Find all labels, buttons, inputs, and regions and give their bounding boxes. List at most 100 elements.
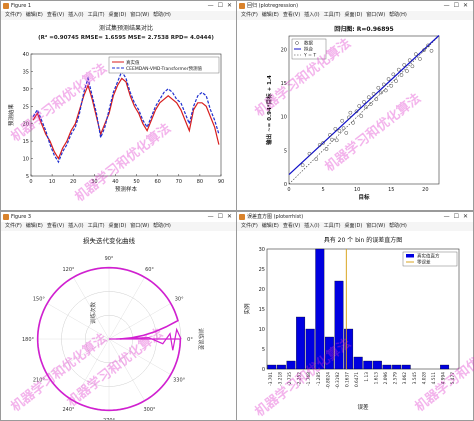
menu-edit[interactable]: 编辑(E)	[261, 12, 279, 18]
data-point	[364, 105, 368, 110]
angle-tick-label: 120°	[62, 267, 75, 273]
data-point	[422, 48, 426, 52]
chart-title: 具有 20 个 bin 的误差直方图	[324, 236, 403, 244]
menu-help[interactable]: 帮助(H)	[389, 223, 407, 229]
data-point	[407, 58, 412, 63]
menu-help[interactable]: 帮助(H)	[153, 12, 171, 18]
histogram-bar	[440, 364, 450, 370]
identity-line	[288, 35, 440, 185]
angle-tick-label: 0°	[187, 337, 193, 343]
data-point	[376, 85, 381, 90]
figure1-titlebar[interactable]: Figure 1 —☐✕	[1, 1, 237, 11]
x-tick-label: 4.028	[421, 372, 427, 385]
data-point	[341, 126, 346, 131]
histogram-bar	[305, 328, 315, 370]
x-tick-label: 10	[354, 187, 360, 193]
menu-view[interactable]: 查看(V)	[46, 12, 65, 18]
menu-insert[interactable]: 插入(I)	[304, 12, 320, 18]
window-controls[interactable]: —☐✕	[207, 213, 236, 220]
menu-desktop[interactable]: 桌面(D)	[344, 12, 363, 18]
menu-desktop[interactable]: 桌面(D)	[108, 12, 127, 18]
data-point	[340, 118, 345, 123]
histogram-bar	[267, 364, 277, 370]
menu-edit[interactable]: 编辑(E)	[25, 223, 43, 229]
angle-tick-label: 150°	[33, 297, 46, 303]
menu-edit[interactable]: 编辑(E)	[25, 12, 43, 18]
x-axis-label: 误差	[357, 403, 369, 411]
angle-tick-label: 60°	[145, 267, 154, 273]
x-tick-label: 0	[287, 187, 290, 193]
figure2-title: 回归 (plotregression)	[247, 3, 299, 9]
histogram-bar	[363, 360, 373, 370]
menu-window[interactable]: 窗口(W)	[130, 223, 150, 229]
window-controls[interactable]: —☐✕	[207, 2, 236, 9]
menu-window[interactable]: 窗口(W)	[366, 223, 386, 229]
menu-insert[interactable]: 插入(I)	[68, 12, 84, 18]
menu-help[interactable]: 帮助(H)	[153, 223, 171, 229]
menu-view[interactable]: 查看(V)	[282, 223, 301, 229]
menu-view[interactable]: 查看(V)	[282, 12, 301, 18]
menu-file[interactable]: 文件(F)	[5, 223, 22, 229]
histogram-bar	[353, 356, 363, 370]
x-tick-label: 50	[133, 179, 139, 185]
x-tick-label: -3.218	[277, 372, 283, 386]
menu-desktop[interactable]: 桌面(D)	[108, 223, 127, 229]
figure1-menubar: 文件(F) 编辑(E) 查看(V) 插入(I) 工具(T) 桌面(D) 窗口(W) 帮助(H)	[1, 11, 237, 20]
data-point	[394, 79, 398, 83]
x-tick-label: -3.701	[268, 372, 274, 386]
menu-file[interactable]: 文件(F)	[241, 12, 258, 18]
menu-help[interactable]: 帮助(H)	[389, 12, 407, 18]
plot-frame	[266, 248, 460, 370]
window-controls[interactable]: —☐✕	[443, 213, 472, 220]
y-tick-label: 25	[259, 267, 265, 273]
data-point	[368, 102, 373, 106]
menu-tools[interactable]: 工具(T)	[87, 223, 105, 229]
data-point	[333, 126, 338, 131]
figure4-window: 误差直方图 (ploterrhist) —☐✕ 文件(F) 编辑(E) 查看(V) 插…	[236, 211, 474, 421]
data-point	[351, 120, 355, 125]
figure2-titlebar[interactable]: 回归 (plotregression) —☐✕	[237, 1, 473, 11]
menu-window[interactable]: 窗口(W)	[366, 12, 386, 18]
figure3-canvas: 损失迭代变化曲线 0° 30° 60° 90° 120° 150° 180° 210° 240° 2…	[1, 231, 237, 420]
legend-box	[108, 56, 220, 74]
x-tick-label: 30	[91, 179, 97, 185]
data-point	[381, 82, 386, 87]
histogram-bar	[286, 360, 296, 370]
y-tick-label: 10	[259, 327, 265, 333]
legend-box	[291, 38, 327, 60]
menu-file[interactable]: 文件(F)	[5, 12, 22, 18]
menu-desktop[interactable]: 桌面(D)	[344, 223, 363, 229]
menu-edit[interactable]: 编辑(E)	[261, 223, 279, 229]
histogram-bar	[392, 364, 402, 370]
y-tick-label: 15	[281, 81, 287, 87]
histogram-bar	[401, 364, 411, 370]
x-tick-label: 0.1637	[345, 372, 351, 387]
x-tick-label: -2.735	[287, 372, 293, 386]
radial-axis-label: 训练次数	[89, 302, 97, 325]
polar-spoke	[108, 302, 172, 340]
menu-insert[interactable]: 插入(I)	[304, 223, 320, 229]
menu-insert[interactable]: 插入(I)	[68, 223, 84, 229]
x-tick-label: 70	[176, 179, 182, 185]
menu-tools[interactable]: 工具(T)	[323, 223, 341, 229]
prediction-comparison-chart: 测试集预测结果对比 (R² =0.90745 RMSE= 1.6595 MSE= …	[7, 24, 224, 193]
menu-tools[interactable]: 工具(T)	[323, 12, 341, 18]
data-point	[348, 110, 353, 115]
data-point	[307, 151, 312, 156]
histogram-bar	[334, 280, 344, 370]
angle-tick-label: 300°	[143, 407, 156, 413]
menu-window[interactable]: 窗口(W)	[130, 12, 150, 18]
data-point	[379, 90, 383, 95]
x-tick-label: 5	[321, 187, 324, 193]
data-point	[383, 88, 388, 93]
y-tick-label: 5	[262, 347, 265, 353]
figure4-titlebar[interactable]: 误差直方图 (ploterrhist) —☐✕	[237, 212, 473, 222]
figure3-titlebar[interactable]: Figure 3 —☐✕	[1, 212, 237, 222]
y-tick-label: 20	[259, 287, 265, 293]
window-controls[interactable]: —☐✕	[443, 2, 472, 9]
x-tick-label: 0	[29, 179, 32, 185]
menu-tools[interactable]: 工具(T)	[87, 12, 105, 18]
menu-view[interactable]: 查看(V)	[46, 223, 65, 229]
menu-file[interactable]: 文件(F)	[241, 223, 258, 229]
figure1-canvas: 测试集预测结果对比 (R² =0.90745 RMSE= 1.6595 MSE= …	[1, 20, 237, 210]
